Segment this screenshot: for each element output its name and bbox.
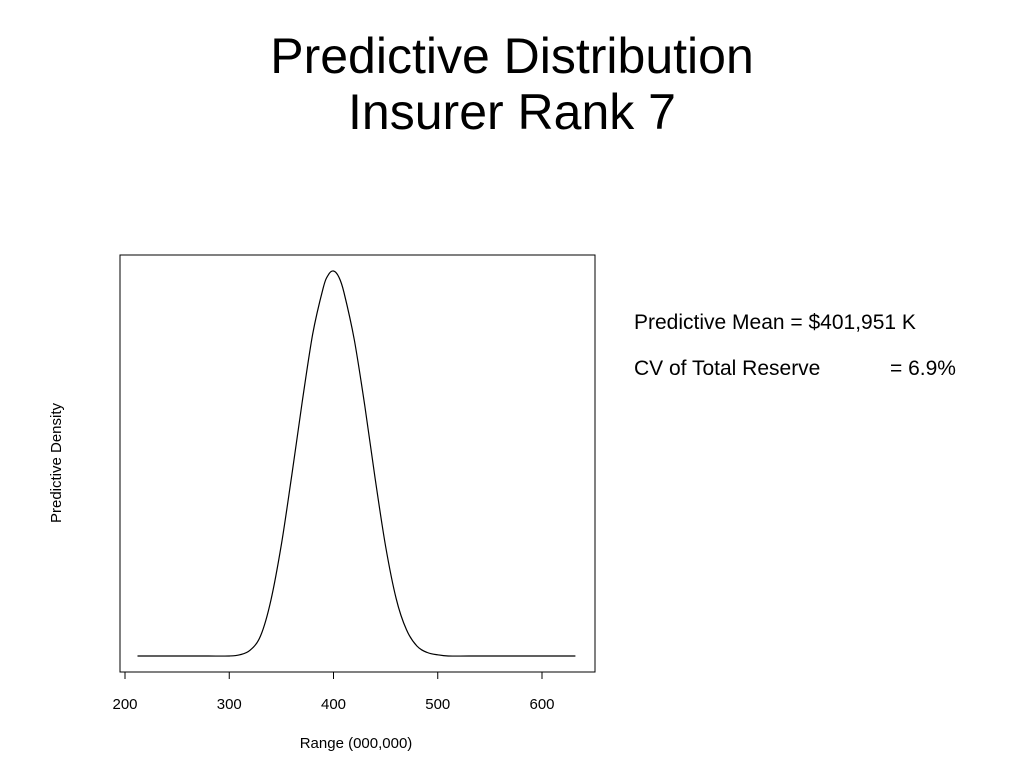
x-axis-label: Range (000,000) xyxy=(300,735,413,752)
x-tick-label: 200 xyxy=(112,696,137,713)
y-axis-label: Predictive Density xyxy=(48,402,65,523)
predictive-mean-text: Predictive Mean = $401,951 K xyxy=(634,311,916,334)
x-axis: 200 300 400 500 600 xyxy=(112,672,555,713)
title-line-1: Predictive Distribution xyxy=(270,28,754,84)
cv-label: CV of Total Reserve xyxy=(634,357,821,380)
slide-title: Predictive Distribution Insurer Rank 7 xyxy=(0,28,1024,140)
x-tick-label: 600 xyxy=(529,696,554,713)
cv-value: = 6.9% xyxy=(890,357,956,380)
density-curve xyxy=(137,270,576,657)
x-tick-label: 500 xyxy=(425,696,450,713)
x-tick-label: 300 xyxy=(217,696,242,713)
stats-panel: Predictive Mean = $401,951 K CV of Total… xyxy=(634,300,956,392)
plot-frame xyxy=(119,254,596,673)
cv-row: CV of Total Reserve = 6.9% xyxy=(634,346,956,392)
title-line-2: Insurer Rank 7 xyxy=(348,84,676,140)
x-tick-label: 400 xyxy=(321,696,346,713)
